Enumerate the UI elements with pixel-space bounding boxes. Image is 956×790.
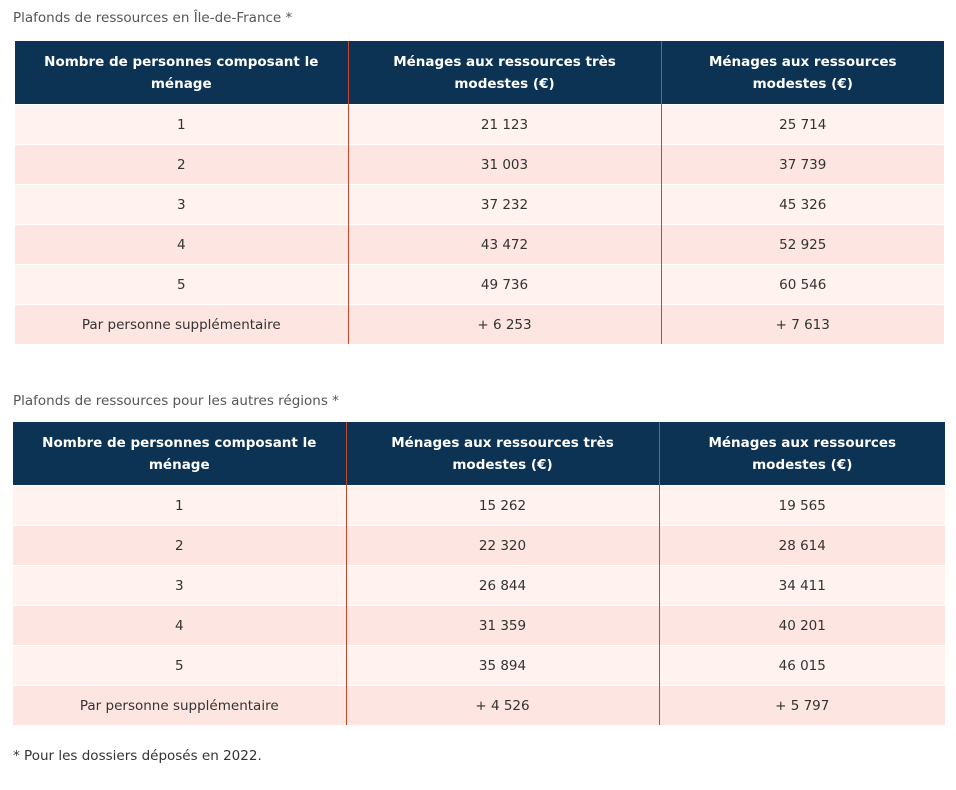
cell-modest-income: 60 546 xyxy=(661,264,944,305)
cell-modest-income: 52 925 xyxy=(661,224,944,265)
table-caption-ile-de-france: Plafonds de ressources en Île-de-France … xyxy=(13,10,293,26)
cell-modest-income: 40 201 xyxy=(659,605,945,646)
cell-household-size: 3 xyxy=(13,565,347,606)
cell-modest-income: 25 714 xyxy=(661,104,944,145)
cell-household-size: 1 xyxy=(13,485,347,526)
table-row: 1 21 123 25 714 xyxy=(15,104,944,145)
cell-modest-income: 45 326 xyxy=(661,184,944,225)
cell-household-size: 4 xyxy=(13,605,347,646)
header-very-modest-income: Ménages aux ressources très modestes (€) xyxy=(348,41,662,105)
cell-modest-income: 37 739 xyxy=(661,144,944,185)
cell-very-modest-income: 31 359 xyxy=(346,605,660,646)
cell-modest-income: 46 015 xyxy=(659,645,945,686)
cell-modest-income: + 5 797 xyxy=(659,685,945,725)
footnote: * Pour les dossiers déposés en 2022. xyxy=(13,748,262,764)
table-header-row: Nombre de personnes composant le ménage … xyxy=(13,422,945,486)
cell-modest-income: 28 614 xyxy=(659,525,945,566)
table-row: 3 26 844 34 411 xyxy=(13,565,945,606)
cell-modest-income: + 7 613 xyxy=(661,304,944,344)
cell-household-size: 4 xyxy=(15,224,349,265)
cell-very-modest-income: + 4 526 xyxy=(346,685,660,725)
header-modest-income: Ménages aux ressources modestes (€) xyxy=(659,422,945,486)
table-header-row: Nombre de personnes composant le ménage … xyxy=(15,41,944,105)
table-row: 4 43 472 52 925 xyxy=(15,224,944,265)
cell-very-modest-income: 37 232 xyxy=(348,184,662,225)
cell-very-modest-income: 49 736 xyxy=(348,264,662,305)
header-very-modest-income: Ménages aux ressources très modestes (€) xyxy=(346,422,660,486)
cell-household-size: 3 xyxy=(15,184,349,225)
cell-household-size: Par personne supplémentaire xyxy=(15,304,349,344)
table-caption-other-regions: Plafonds de ressources pour les autres r… xyxy=(13,393,339,409)
cell-household-size: 1 xyxy=(15,104,349,145)
cell-very-modest-income: 22 320 xyxy=(346,525,660,566)
cell-household-size: 5 xyxy=(13,645,347,686)
table-row: Par personne supplémentaire + 4 526 + 5 … xyxy=(13,685,945,725)
cell-very-modest-income: 31 003 xyxy=(348,144,662,185)
header-modest-income: Ménages aux ressources modestes (€) xyxy=(661,41,944,105)
table-row: 2 31 003 37 739 xyxy=(15,144,944,185)
table-other-regions: Nombre de personnes composant le ménage … xyxy=(13,422,945,725)
table-row: 5 49 736 60 546 xyxy=(15,264,944,305)
cell-very-modest-income: 43 472 xyxy=(348,224,662,265)
table-row: 4 31 359 40 201 xyxy=(13,605,945,646)
table-row: 3 37 232 45 326 xyxy=(15,184,944,225)
cell-very-modest-income: 26 844 xyxy=(346,565,660,606)
cell-modest-income: 19 565 xyxy=(659,485,945,526)
cell-household-size: 2 xyxy=(15,144,349,185)
cell-household-size: 2 xyxy=(13,525,347,566)
cell-household-size: 5 xyxy=(15,264,349,305)
cell-household-size: Par personne supplémentaire xyxy=(13,685,347,725)
cell-very-modest-income: 21 123 xyxy=(348,104,662,145)
cell-modest-income: 34 411 xyxy=(659,565,945,606)
table-row: Par personne supplémentaire + 6 253 + 7 … xyxy=(15,304,944,344)
header-household-size: Nombre de personnes composant le ménage xyxy=(15,41,349,105)
header-household-size: Nombre de personnes composant le ménage xyxy=(13,422,347,486)
table-row: 5 35 894 46 015 xyxy=(13,645,945,686)
cell-very-modest-income: + 6 253 xyxy=(348,304,662,344)
cell-very-modest-income: 35 894 xyxy=(346,645,660,686)
table-ile-de-france: Nombre de personnes composant le ménage … xyxy=(15,41,944,344)
table-row: 1 15 262 19 565 xyxy=(13,485,945,526)
table-row: 2 22 320 28 614 xyxy=(13,525,945,566)
cell-very-modest-income: 15 262 xyxy=(346,485,660,526)
